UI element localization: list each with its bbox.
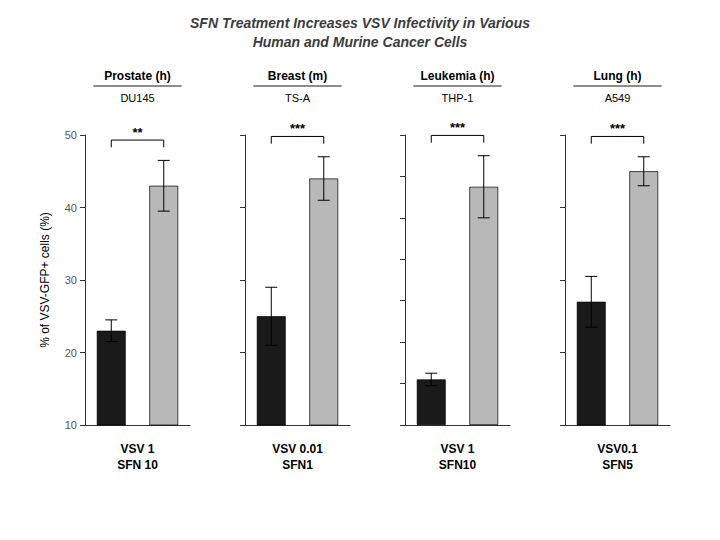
svg-text:SFN5: SFN5 [602, 458, 633, 472]
svg-text:**: ** [132, 125, 143, 140]
svg-text:A549: A549 [605, 92, 631, 104]
svg-text:VSV 1: VSV 1 [440, 442, 474, 456]
svg-text:***: *** [290, 121, 306, 136]
svg-text:SFN 10: SFN 10 [117, 458, 158, 472]
svg-text:Leukemia (h): Leukemia (h) [420, 69, 494, 83]
svg-text:Lung (h): Lung (h) [594, 69, 642, 83]
svg-text:Prostate (h): Prostate (h) [104, 69, 171, 83]
svg-text:THP-1: THP-1 [442, 92, 474, 104]
svg-text:10: 10 [65, 419, 77, 431]
svg-text:***: *** [450, 120, 466, 135]
svg-text:VSV 0.01: VSV 0.01 [272, 442, 323, 456]
svg-text:20: 20 [65, 347, 77, 359]
svg-text:TS-A: TS-A [285, 92, 311, 104]
svg-text:50: 50 [65, 129, 77, 141]
svg-text:% of VSV-GFP+ cells (%): % of VSV-GFP+ cells (%) [38, 212, 52, 348]
svg-text:40: 40 [65, 202, 77, 214]
svg-text:Human and Murine Cancer Cells: Human and Murine Cancer Cells [253, 34, 468, 50]
svg-text:30: 30 [65, 274, 77, 286]
svg-text:***: *** [610, 121, 626, 136]
svg-text:SFN Treatment Increases VSV In: SFN Treatment Increases VSV Infectivity … [190, 15, 530, 31]
svg-text:SFN1: SFN1 [282, 458, 313, 472]
svg-text:VSV 1: VSV 1 [120, 442, 154, 456]
svg-text:Breast (m): Breast (m) [268, 69, 327, 83]
svg-text:VSV0.1: VSV0.1 [597, 442, 638, 456]
svg-text:SFN10: SFN10 [439, 458, 477, 472]
svg-text:DU145: DU145 [120, 92, 154, 104]
